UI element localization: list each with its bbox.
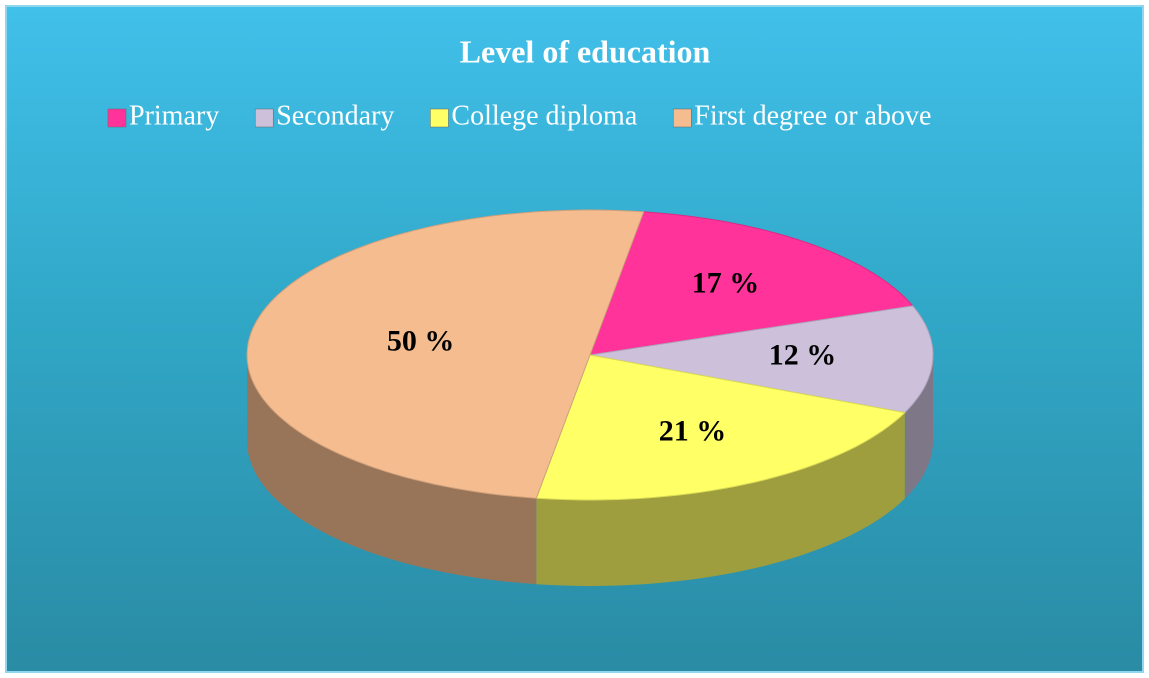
slice-side [247,355,537,585]
pie-slice [535,354,906,501]
pie-slice [589,305,934,414]
data-label: 50 % [387,325,455,358]
legend-label: College diploma [451,100,637,131]
data-label: 17 % [692,267,760,300]
legend-swatch [430,108,449,128]
legend-label: First degree or above [694,100,931,131]
pie-slice [589,211,914,356]
legend-label: Primary [129,100,219,131]
slice-side [904,355,933,499]
legend-swatch [673,108,692,128]
data-label: 21 % [659,415,727,448]
slice-side [536,412,905,586]
chart-title: Level of education [460,33,711,69]
data-label: 12 % [769,339,837,372]
legend-swatch [254,108,274,128]
pie-slice [246,209,645,499]
legend-label: Secondary [276,100,394,131]
legend-swatch [107,108,127,128]
